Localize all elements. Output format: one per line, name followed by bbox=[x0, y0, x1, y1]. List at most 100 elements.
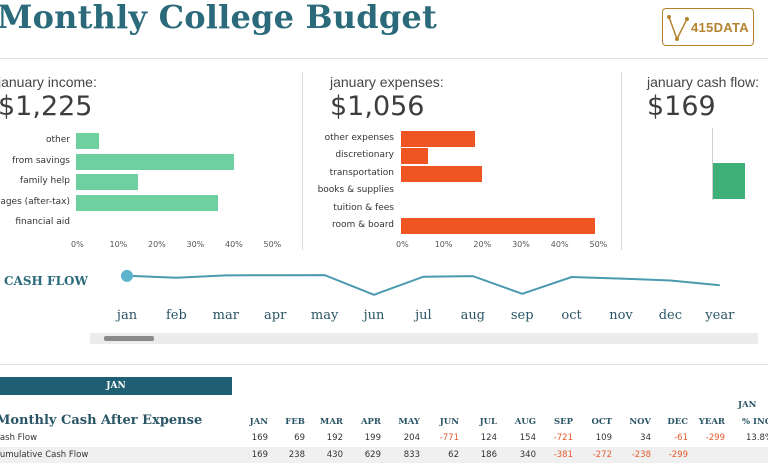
table-cell: 154 bbox=[519, 433, 536, 443]
axis-tick-label: 50% bbox=[589, 240, 608, 249]
logo-v-icon bbox=[667, 15, 689, 41]
table-cell: -381 bbox=[553, 450, 573, 460]
month-label-jan[interactable]: jan bbox=[116, 308, 138, 323]
bar-category-label: books & supplies bbox=[317, 185, 394, 196]
table-cell: 430 bbox=[326, 450, 343, 460]
cashflow-label: january cash flow: bbox=[647, 74, 760, 90]
axis-tick-label: 30% bbox=[186, 240, 205, 249]
bar bbox=[401, 148, 429, 165]
timeline-scrollbar[interactable] bbox=[90, 333, 758, 344]
bar-category-label: other expenses bbox=[324, 133, 394, 143]
bar bbox=[76, 174, 138, 190]
month-label-may[interactable]: may bbox=[310, 308, 339, 323]
cashflow-chart-label: CASH FLOW bbox=[4, 274, 88, 288]
table-cell: 833 bbox=[403, 450, 420, 460]
column-header: APR bbox=[360, 417, 381, 427]
month-label-mar[interactable]: mar bbox=[212, 308, 239, 323]
table-cell: -721 bbox=[553, 433, 573, 443]
timeline-scroll-thumb[interactable] bbox=[104, 336, 154, 341]
bar-category-label: other bbox=[46, 135, 70, 145]
bar bbox=[401, 218, 595, 234]
divider bbox=[0, 364, 768, 365]
table-cell: 69 bbox=[294, 433, 305, 443]
axis-tick-label: 20% bbox=[473, 240, 492, 249]
expenses-total: $1,056 bbox=[330, 91, 425, 122]
table-row: Cash Flow 169 69 192 199 204 -771 124 154 -721 10… bbox=[0, 430, 768, 446]
column-header: NOV bbox=[629, 417, 651, 427]
month-label-oct[interactable]: oct bbox=[561, 308, 582, 323]
row-label: Cash Flow bbox=[0, 433, 38, 443]
table-cell: -272 bbox=[592, 450, 612, 460]
column-header: JAN bbox=[249, 417, 268, 427]
month-label-nov[interactable]: nov bbox=[609, 308, 633, 323]
table-cell: 13.8% bbox=[746, 433, 768, 443]
table-cell: -299 bbox=[705, 433, 725, 443]
bar-category-label: tuition & fees bbox=[333, 202, 394, 213]
column-header: AUG bbox=[514, 417, 536, 427]
axis-tick-label: 10% bbox=[109, 240, 128, 249]
table-cell: 186 bbox=[480, 450, 497, 460]
table-cell: -771 bbox=[439, 433, 459, 443]
bar-category-label: family help bbox=[19, 176, 70, 186]
axis-tick-label: 0% bbox=[71, 240, 84, 249]
bar-category-label: wages (after-tax) bbox=[0, 196, 70, 207]
column-header: YEAR bbox=[698, 417, 725, 427]
bar bbox=[401, 165, 483, 182]
bar-category-label: room & board bbox=[331, 220, 394, 230]
selected-month-banner[interactable]: JAN bbox=[0, 377, 232, 395]
table-cell: 109 bbox=[595, 433, 612, 443]
cashflow-line-chart[interactable] bbox=[0, 262, 768, 307]
divider bbox=[621, 72, 622, 250]
month-label-feb[interactable]: feb bbox=[165, 308, 187, 323]
bar-category-label: financial aid bbox=[15, 217, 70, 227]
bar bbox=[76, 194, 219, 211]
axis-tick-label: 20% bbox=[148, 240, 166, 249]
table-cell: 340 bbox=[519, 450, 536, 460]
column-header: MAY bbox=[398, 417, 420, 427]
income-label: january income: bbox=[0, 74, 97, 90]
bar-category-label: from savings bbox=[12, 155, 70, 166]
bar-category-label: discretionary bbox=[335, 150, 394, 161]
column-header: FEB bbox=[285, 417, 305, 427]
row-label: Cumulative Cash Flow bbox=[0, 450, 89, 460]
table-cell: 238 bbox=[288, 450, 305, 460]
column-header: DEC bbox=[667, 417, 688, 427]
axis-tick-label: 40% bbox=[225, 240, 243, 249]
bar bbox=[76, 153, 234, 170]
selected-month-marker[interactable] bbox=[121, 269, 133, 282]
table-title: Monthly Cash After Expense bbox=[0, 413, 203, 428]
axis-tick-label: 30% bbox=[512, 240, 530, 249]
column-header: SEP bbox=[553, 417, 573, 427]
month-label-jun[interactable]: jun bbox=[363, 308, 385, 323]
table-cell: -61 bbox=[674, 433, 688, 443]
table-cell: 204 bbox=[403, 433, 420, 443]
cashflow-axis bbox=[712, 128, 713, 200]
month-label-year[interactable]: year bbox=[705, 308, 735, 323]
cashflow-bar bbox=[713, 163, 745, 199]
cashflow-line bbox=[126, 274, 720, 296]
bar-category-label: transportation bbox=[329, 167, 394, 178]
divider bbox=[302, 72, 303, 250]
divider bbox=[0, 58, 768, 59]
table-cell: 169 bbox=[251, 450, 268, 460]
axis-tick-label: 10% bbox=[434, 240, 453, 249]
column-header: OCT bbox=[591, 417, 613, 427]
bar bbox=[76, 133, 100, 149]
income-total: $1,225 bbox=[0, 91, 93, 122]
column-header: % INC bbox=[742, 417, 768, 427]
month-label-dec[interactable]: dec bbox=[658, 308, 683, 323]
month-label-aug[interactable]: aug bbox=[460, 308, 486, 323]
table-cell: 62 bbox=[448, 450, 459, 460]
axis-tick-label: 0% bbox=[396, 240, 409, 249]
month-label-apr[interactable]: apr bbox=[264, 308, 287, 323]
table-cell: -299 bbox=[668, 450, 688, 460]
table-cell: -238 bbox=[631, 450, 651, 460]
column-header: MAR bbox=[319, 417, 343, 427]
table-cell: 124 bbox=[480, 433, 497, 443]
month-label-sep[interactable]: sep bbox=[510, 308, 534, 323]
column-header: JUL bbox=[479, 417, 497, 427]
page-title: Monthly College Budget bbox=[0, 0, 437, 36]
month-label-jul[interactable]: jul bbox=[415, 308, 432, 323]
column-header: JUN bbox=[439, 417, 459, 427]
table-row: Cumulative Cash Flow 169 238 430 629 833 62 18… bbox=[0, 447, 768, 463]
